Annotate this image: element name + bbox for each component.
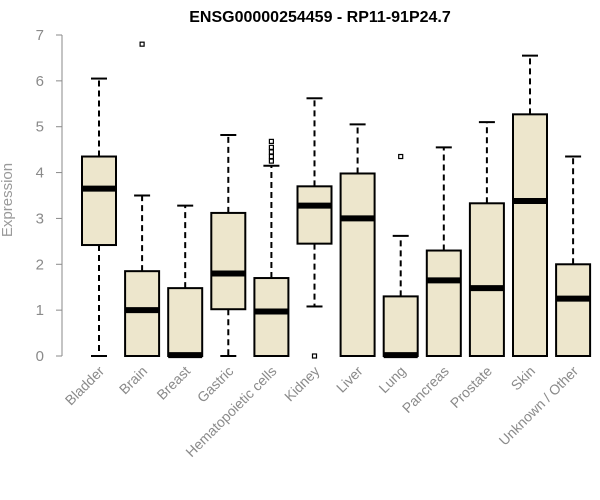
outlier-point: [311, 353, 318, 359]
x-tick-label: Bladder: [62, 363, 108, 409]
y-axis-label: Expression: [0, 163, 16, 237]
y-axis-ticks: 0 1 2 3 4 5 6 7: [36, 27, 62, 365]
x-tick-label: Liver: [333, 363, 366, 396]
x-tick-label: Kidney: [281, 363, 323, 405]
box-iqr: [555, 263, 592, 357]
box-iqr: [296, 185, 333, 245]
y-tick-label: 1: [36, 302, 44, 319]
outlier-point: [139, 41, 145, 47]
boxplot-series: [81, 41, 592, 359]
x-tick-label: Brain: [116, 363, 150, 397]
x-tick-label: Lung: [375, 363, 408, 396]
x-tick-label: Unknown / Other: [496, 363, 582, 449]
y-tick-label: 3: [36, 210, 44, 227]
box-group: [253, 138, 290, 357]
box-iqr: [167, 287, 204, 358]
box-group: [124, 41, 161, 357]
outlier-point: [268, 153, 274, 160]
box-group: [425, 146, 462, 357]
outlier-point: [268, 144, 274, 150]
box-group: [382, 153, 419, 359]
box-group: [339, 123, 376, 357]
box-group: [210, 133, 247, 357]
outlier-point: [398, 153, 404, 160]
box-iqr: [468, 202, 505, 357]
y-tick-label: 6: [36, 73, 44, 90]
x-tick-label: Gastric: [194, 363, 237, 406]
box-group: [468, 121, 505, 357]
outlier-point: [268, 149, 274, 155]
box-group: [512, 54, 548, 357]
x-tick-label: Skin: [508, 363, 539, 394]
box-iqr: [425, 249, 462, 357]
x-tick-label: Breast: [153, 363, 193, 403]
outlier-point: [268, 138, 274, 144]
chart-title: ENSG00000254459 - RP11-91P24.7: [189, 9, 451, 26]
box-group: [296, 97, 333, 359]
box-iqr: [339, 172, 376, 357]
x-tick-label: Prostate: [447, 363, 495, 411]
box-group: [167, 204, 204, 359]
box-iqr: [382, 295, 419, 357]
y-tick-label: 7: [36, 27, 44, 44]
y-tick-label: 5: [36, 119, 44, 136]
box-iqr: [253, 277, 290, 357]
y-tick-label: 4: [36, 165, 44, 182]
y-tick-label: 0: [36, 348, 44, 365]
box-group: [555, 155, 592, 357]
outlier-point: [268, 158, 274, 164]
box-iqr: [512, 113, 548, 357]
box-iqr: [124, 270, 161, 357]
x-tick-label: Pancreas: [399, 363, 452, 416]
box-group: [81, 77, 117, 357]
box-iqr: [81, 155, 117, 247]
y-tick-label: 2: [36, 256, 44, 273]
box-iqr: [210, 211, 247, 311]
